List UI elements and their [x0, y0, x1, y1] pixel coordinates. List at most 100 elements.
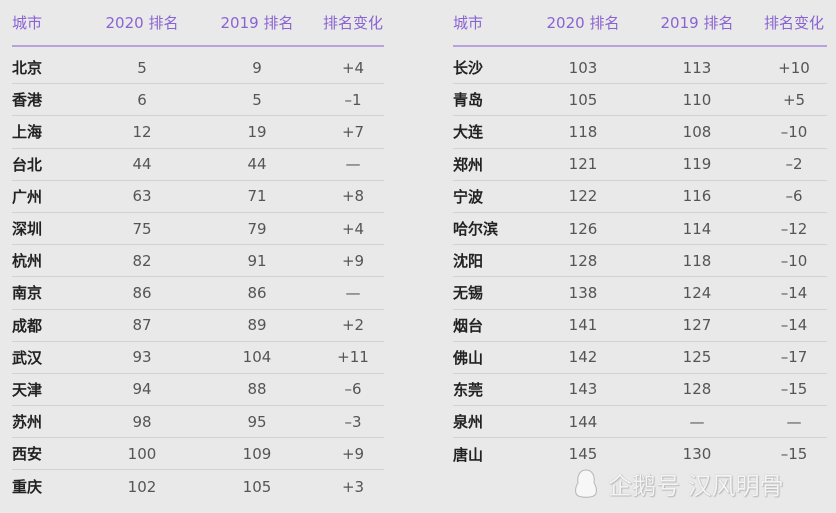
cell-rank-change: –15	[780, 445, 808, 464]
table-row: 南京 86 86 —	[12, 277, 384, 310]
header-rank-2019: 2019 排名	[220, 14, 294, 32]
table-row: 西安 100 109 +9	[12, 438, 384, 471]
cell-rank-2019: 44	[247, 155, 267, 174]
table-row: 重庆 102 105 +3	[12, 470, 384, 502]
cell-rank-2019: 88	[247, 380, 267, 399]
cell-rank-change: +2	[341, 316, 365, 335]
table-row: 广州 63 71 +8	[12, 181, 384, 213]
cell-city: 哈尔滨	[453, 220, 499, 239]
table-body: 北京 5 9 +4 香港 6 5 –1 上海 12 19 +7 台北 44 44 — 广州 63 71 +8 深圳 75 7…	[12, 47, 384, 503]
cell-rank-2020: 143	[568, 380, 598, 399]
cell-rank-2020: 6	[137, 90, 147, 109]
table-header: 城市 2020 排名 2019 排名 排名变化	[12, 0, 384, 47]
cell-rank-2020: 122	[568, 187, 598, 206]
cell-rank-2020: 144	[568, 412, 598, 431]
cell-rank-change: +7	[341, 122, 365, 141]
cell-rank-2020: 86	[132, 283, 152, 302]
cell-city: 香港	[12, 91, 43, 110]
cell-rank-2020: 93	[132, 348, 152, 367]
cell-rank-2019: 105	[242, 477, 272, 496]
cell-rank-change: –12	[780, 219, 808, 238]
header-rank-change: 排名变化	[322, 14, 383, 32]
table-row: 成都 87 89 +2	[12, 310, 384, 342]
cell-rank-change: +9	[341, 251, 365, 270]
cell-city: 烟台	[453, 316, 484, 335]
cell-city: 泉州	[453, 413, 484, 432]
cell-city: 佛山	[453, 348, 484, 367]
header-city: 城市	[453, 14, 484, 32]
cell-rank-2020: 138	[568, 283, 598, 302]
cell-rank-2019: 104	[242, 348, 272, 367]
cell-city: 成都	[12, 316, 43, 335]
cell-rank-2020: 87	[132, 316, 152, 335]
table-row: 郑州 121 119 –2	[453, 149, 827, 181]
cell-city: 西安	[12, 445, 43, 464]
header-city: 城市	[12, 14, 43, 32]
cell-rank-2020: 102	[127, 477, 157, 496]
cell-city: 苏州	[12, 413, 43, 432]
cell-rank-2019: 89	[247, 316, 267, 335]
cell-rank-2020: 103	[568, 58, 598, 77]
cell-rank-2019: 5	[252, 90, 262, 109]
cell-rank-change: +11	[337, 348, 369, 367]
cell-city: 杭州	[12, 252, 43, 271]
ranking-table-right: 城市 2020 排名 2019 排名 排名变化 长沙 103 113 +10 青岛 105…	[453, 0, 827, 470]
cell-rank-change: –6	[785, 187, 803, 206]
cell-rank-2020: 5	[137, 58, 147, 77]
cell-city: 台北	[12, 155, 43, 174]
cell-rank-change: +9	[341, 444, 365, 463]
cell-rank-change: +8	[341, 187, 365, 206]
cell-rank-change: –10	[780, 122, 808, 141]
cell-city: 深圳	[12, 220, 43, 239]
header-rank-2019: 2019 排名	[660, 14, 734, 32]
cell-rank-2019: 9	[252, 58, 262, 77]
cell-rank-2019: 130	[682, 445, 712, 464]
cell-rank-2019: 114	[682, 219, 712, 238]
watermark-text: 企鹅号 汉风明骨	[608, 472, 784, 500]
table-row: 香港 6 5 –1	[12, 84, 384, 117]
cell-rank-2019: 113	[682, 58, 712, 77]
cell-rank-2019: 108	[682, 122, 712, 141]
cell-rank-change: –14	[780, 283, 808, 302]
cell-rank-2019: —	[689, 412, 705, 431]
cell-rank-change: +5	[782, 90, 806, 109]
cell-rank-2019: 124	[682, 283, 712, 302]
cell-rank-change: –10	[780, 251, 808, 270]
cell-rank-2019: 71	[247, 187, 267, 206]
cell-city: 青岛	[453, 91, 484, 110]
cell-city: 沈阳	[453, 252, 484, 271]
cell-rank-change: –17	[780, 348, 808, 367]
cell-city: 上海	[12, 123, 43, 142]
cell-rank-change: —	[345, 155, 361, 174]
table-row: 长沙 103 113 +10	[453, 52, 827, 85]
cell-rank-2019: 19	[247, 122, 267, 141]
table-row: 上海 12 19 +7	[12, 116, 384, 149]
cell-rank-2020: 105	[568, 90, 598, 109]
cell-rank-2020: 82	[132, 251, 152, 270]
header-rank-2020: 2020 排名	[546, 14, 620, 32]
cell-city: 郑州	[453, 155, 484, 174]
table-row: 泉州 144 — —	[453, 406, 827, 439]
table-row: 北京 5 9 +4	[12, 52, 384, 85]
cell-rank-2020: 94	[132, 380, 152, 399]
cell-city: 武汉	[12, 348, 43, 367]
cell-city: 南京	[12, 284, 43, 303]
cell-rank-2020: 44	[132, 155, 152, 174]
cell-rank-change: —	[786, 412, 802, 431]
cell-rank-2019: 119	[682, 155, 712, 174]
cell-city: 东莞	[453, 380, 484, 399]
cell-rank-2019: 110	[682, 90, 712, 109]
cell-rank-2020: 141	[568, 316, 598, 335]
cell-rank-2019: 125	[682, 348, 712, 367]
cell-rank-change: –3	[344, 412, 362, 431]
ranking-table-left: 城市 2020 排名 2019 排名 排名变化 北京 5 9 +4 香港 6 5 –1 上海 12…	[12, 0, 384, 503]
cell-rank-change: –1	[344, 90, 362, 109]
cell-rank-change: –15	[780, 380, 808, 399]
table-row: 东莞 143 128 –15	[453, 374, 827, 407]
cell-rank-change: —	[345, 283, 361, 302]
cell-rank-change: –2	[785, 155, 803, 174]
cell-rank-2020: 12	[132, 122, 152, 141]
cell-rank-2020: 126	[568, 219, 598, 238]
table-row: 无锡 138 124 –14	[453, 277, 827, 310]
cell-rank-change: +3	[341, 477, 365, 496]
